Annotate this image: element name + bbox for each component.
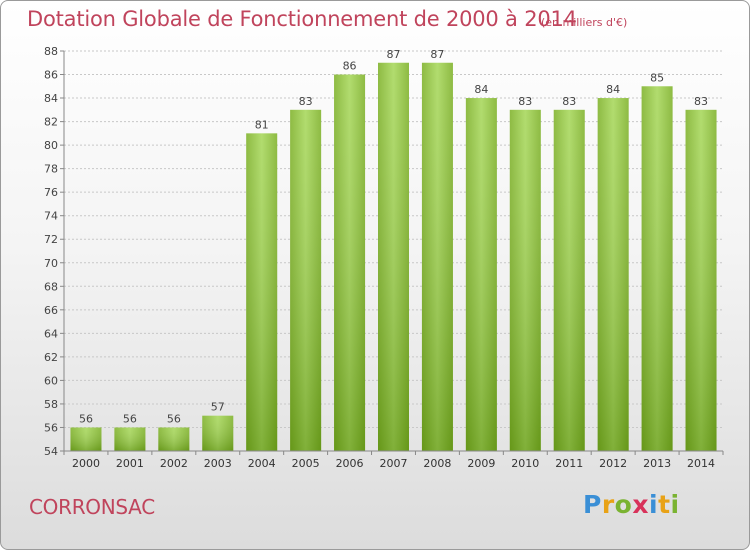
bar-shade [509,109,541,451]
x-tick-label: 2005 [292,457,320,470]
data-label: 83 [518,95,532,108]
y-tick-label: 70 [44,257,58,270]
data-label: 85 [650,71,664,84]
x-tick-label: 2012 [599,457,627,470]
bar-shade [246,133,278,451]
bar-shade [378,62,409,451]
bar-shade [70,427,102,451]
x-tick-label: 2003 [204,457,232,470]
bar-shade [114,427,146,451]
y-tick-label: 72 [44,233,58,246]
y-tick-label: 84 [44,92,58,105]
bar-shade [421,62,453,451]
logo-letter: i [649,490,659,519]
y-tick-label: 64 [44,327,58,340]
data-label: 83 [299,95,313,108]
data-label: 56 [79,412,93,425]
data-label: 84 [474,83,488,96]
y-tick-label: 78 [44,163,58,176]
x-tick-label: 2014 [687,457,715,470]
logo-letter: t [658,490,671,519]
y-tick-label: 82 [44,116,58,129]
x-tick-label: 2004 [248,457,276,470]
chart-subtitle: (en milliers d'€) [541,16,628,29]
y-tick-label: 88 [44,45,58,58]
x-tick-label: 2008 [423,457,451,470]
bar-shade [553,109,585,451]
y-tick-label: 86 [44,69,58,82]
x-tick-label: 2011 [555,457,583,470]
y-tick-label: 56 [44,421,58,434]
y-tick-label: 54 [44,445,58,458]
data-label: 81 [255,118,269,131]
y-tick-label: 58 [44,398,58,411]
data-label: 84 [606,83,620,96]
data-label: 56 [167,412,181,425]
bar-shade [685,109,717,451]
data-label: 56 [123,412,137,425]
bar-shade [597,98,629,451]
data-label: 57 [211,401,225,414]
data-label: 87 [430,48,444,61]
y-tick-label: 68 [44,280,58,293]
x-tick-label: 2001 [116,457,144,470]
proxiti-logo[interactable]: Proxiti [583,490,680,519]
bar-shade [290,109,322,451]
y-tick-label: 62 [44,351,58,364]
x-tick-label: 2010 [511,457,539,470]
y-axis: 54 56 58 60 62 64 66 68 70 72 74 76 78 80 82 84 86 88 [44,45,65,458]
bar-shade [641,86,673,451]
y-tick-label: 60 [44,374,58,387]
x-tick-label: 2009 [467,457,495,470]
y-tick-label: 80 [44,139,58,152]
x-tick-label: 2007 [380,457,408,470]
x-tick-label: 2000 [72,457,100,470]
x-tick-label: 2002 [160,457,188,470]
chart-title: Dotation Globale de Fonctionnement de 20… [27,7,577,31]
data-label: 83 [694,95,708,108]
y-tick-label: 76 [44,186,58,199]
logo-letter: i [670,490,680,519]
y-tick-label: 74 [44,210,58,223]
logo-letter: x [632,490,649,519]
data-labels: 56 56 56 57 81 83 86 87 87 84 83 83 84 85 83 [79,48,708,426]
logo-letter: o [614,490,633,519]
x-tick-label: 2006 [336,457,364,470]
x-axis: 2000 2001 2002 2003 2004 2005 2006 2007 2008 2009… [63,450,724,470]
logo-letter: r [601,490,615,519]
data-label: 86 [343,60,357,73]
x-tick-label: 2013 [643,457,671,470]
y-tick-label: 66 [44,304,58,317]
data-label: 87 [387,48,401,61]
bar-shade [465,98,497,451]
bars-group [70,62,717,451]
bar-shade [334,74,366,451]
bar-shade [158,427,190,451]
bar-shade [202,415,234,451]
logo-letter: P [583,490,602,519]
data-label: 83 [562,95,576,108]
commune-name: CORRONSAC [29,495,155,519]
